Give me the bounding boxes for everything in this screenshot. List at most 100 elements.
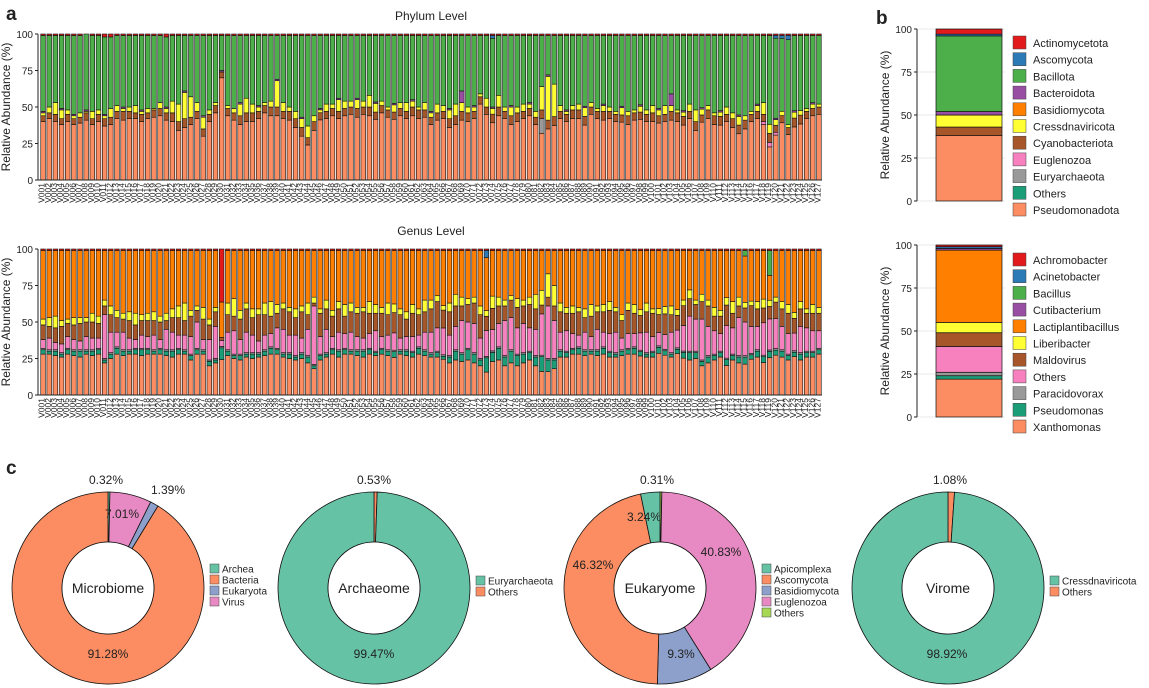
phylum-bar-segment-pseudomonadota [163, 119, 169, 181]
phylum-bar-segment-pseudomonadota [483, 114, 490, 181]
phylum-bar-segment-pseudomonadota [138, 121, 145, 181]
phylum-bar-segment-pseudomonadota [582, 124, 588, 181]
genus-bar-segment-xanthomonas [397, 353, 403, 396]
genus-bar-segment-others [360, 337, 366, 351]
genus-bar-segment-liberibacter [206, 318, 212, 326]
phylum-bar-segment-cyanobacteriota [145, 112, 151, 119]
phylum-bar-segment-actinomycetota [748, 33, 754, 36]
genus-bar-segment-xanthomonas [643, 356, 650, 396]
genus-bar-segment-others [262, 334, 268, 351]
phylum-bar-segment-bacillota [169, 35, 176, 102]
genus-bar-segment-maldovirus [446, 311, 453, 336]
phylum-bar-segment-bacillota [428, 35, 434, 112]
genus-bar-segment-lactiplantibacillus [514, 250, 520, 299]
genus-bar-segment-others [114, 331, 120, 348]
genus-bar-segment-pseudomonas [730, 355, 736, 361]
genus-bar-segment-maldovirus [440, 309, 446, 329]
genus-x-tick-label: V059 [394, 398, 404, 418]
genus-bar-segment-maldovirus [803, 312, 810, 329]
phylum-x-tick-label: V021 [160, 183, 170, 203]
phylum-bar-segment-actinomycetota [372, 33, 379, 36]
genus-bar-segment-others [643, 331, 650, 353]
genus-bar-segment-achromobacter [440, 248, 446, 251]
genus-bar-segment-achromobacter [366, 248, 373, 251]
genus-bar-segment-achromobacter [631, 248, 637, 251]
genus-bar-segment-pseudomonas [71, 350, 77, 356]
phylum-bar-segment-cressdnaviricota [58, 109, 65, 119]
genus-bar-segment-liberibacter [77, 317, 83, 324]
genus-bar-segment-liberibacter [372, 304, 379, 314]
genus-bar-segment-achromobacter [717, 248, 724, 251]
phylum-bar-segment-pseudomonadota [102, 125, 108, 181]
phylum-bar-segment-pseudomonadota [723, 121, 730, 181]
genus-bar-segment-others [65, 336, 71, 349]
microbiome-legend-swatch [209, 574, 220, 585]
genus-bar-segment-achromobacter [219, 248, 225, 303]
genus-bar-segment-others [816, 330, 822, 349]
genus-bar-segment-xanthomonas [46, 353, 52, 396]
genus-bar-segment-pseudomonas [643, 353, 650, 358]
genus-bar-segment-liberibacter [594, 305, 600, 313]
phylum-bar-segment-cyanobacteriota [175, 121, 182, 131]
phylum-bar-segment-bacillota [126, 35, 132, 108]
phylum-bar-segment-pseudomonadota [576, 118, 582, 181]
genus-bar-segment-others [674, 329, 680, 349]
genus-bar-segment-achromobacter [372, 248, 379, 251]
genus-bar-segment-liberibacter [120, 312, 126, 320]
genus-bar-segment-xanthomonas [40, 353, 46, 396]
genus-x-tick-label: V004 [55, 398, 65, 418]
genus-bar-segment-liberibacter [693, 299, 699, 305]
genus-bar-segment-lactiplantibacillus [526, 250, 533, 298]
phylum-bar-segment-pseudomonadota [754, 118, 760, 181]
phylum-bar-segment-bacillota [95, 35, 102, 111]
genus-bar-segment-lactiplantibacillus [643, 250, 650, 304]
phylum-bar-segment-cyanobacteriota [348, 106, 354, 115]
genus-mean-legend-label: Acinetobacter [1033, 272, 1101, 284]
genus-bar-segment-liberibacter [126, 311, 132, 321]
phylum-bar-segment-actinomycetota [188, 33, 194, 36]
genus-bar-segment-lactiplantibacillus [563, 250, 570, 308]
phylum-bar-segment-cyanobacteriota [95, 114, 102, 122]
genus-bar-segment-lactiplantibacillus [508, 250, 514, 297]
phylum-bar-segment-bacillota [354, 35, 360, 99]
genus-bar-segment-achromobacter [102, 248, 108, 251]
genus-bar-segment-liberibacter [317, 308, 323, 314]
phylum-bar-segment-cressdnaviricota [730, 112, 736, 119]
genus-x-tick-label: V096 [622, 398, 632, 418]
phylum-bar-segment-ascomycota [785, 35, 791, 40]
phylum-bar-segment-cressdnaviricota [120, 108, 126, 112]
genus-mean-legend-label: Maldovirus [1033, 355, 1087, 367]
phylum-x-tick-label: V031 [221, 183, 231, 203]
phylum-bar-segment-cyanobacteriota [163, 112, 169, 121]
genus-bar-segment-others [225, 331, 231, 351]
genus-bar-segment-maldovirus [58, 326, 65, 345]
genus-bar-segment-others [286, 334, 293, 353]
genus-bar-segment-liberibacter [452, 293, 459, 307]
genus-bar-segment-pseudomonas [255, 353, 262, 358]
genus-bar-segment-maldovirus [723, 304, 730, 326]
genus-bar-segment-others [767, 318, 773, 351]
phylum-bar-segment-cressdnaviricota [576, 103, 582, 111]
genus-bar-segment-maldovirus [311, 302, 317, 307]
genus-bar-segment-lactiplantibacillus [366, 250, 373, 302]
genus-bar-segment-maldovirus [237, 318, 243, 340]
genus-bar-segment-pseudomonas [225, 350, 231, 356]
phylum-bar-segment-cressdnaviricota [311, 115, 317, 122]
phylum-bar-segment-cyanobacteriota [693, 121, 699, 131]
phylum-bar-segment-actinomycetota [126, 33, 132, 36]
genus-x-tick-label: V040 [277, 398, 287, 418]
genus-bar-segment-xanthomonas [126, 353, 132, 396]
genus-bar-segment-others [693, 318, 699, 352]
genus-bar-segment-pseudomonas [329, 349, 336, 355]
genus-bar-segment-xanthomonas [249, 358, 256, 396]
genus-bar-segment-lactiplantibacillus [662, 250, 668, 307]
genus-bar-segment-pseudomonas [317, 355, 323, 361]
genus-bar-segment-pseudomonas [748, 354, 754, 360]
genus-bar-segment-pseudomonas [754, 350, 760, 358]
genus-x-tick-label: V089 [578, 398, 588, 418]
genus-bar-segment-xanthomonas [594, 355, 600, 396]
phylum-x-tick-label: V032 [228, 183, 238, 203]
phylum-bar-segment-pseudomonadota [803, 118, 810, 181]
phylum-bar-segment-cressdnaviricota [348, 100, 354, 108]
genus-x-tick-label: V011 [98, 398, 108, 417]
